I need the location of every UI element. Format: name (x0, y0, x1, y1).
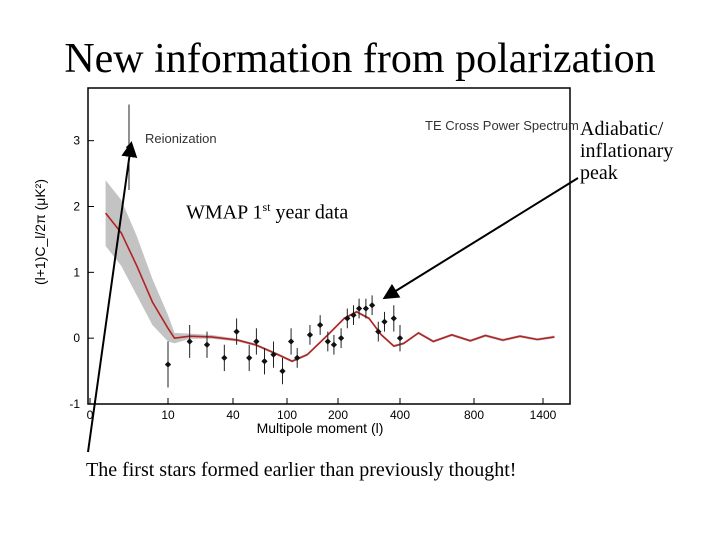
y-tick-label: 0 (73, 331, 80, 345)
data-marker (287, 338, 295, 345)
data-marker (294, 354, 301, 362)
y-tick-label: 1 (73, 265, 80, 279)
y-tick-label: 2 (73, 200, 80, 214)
data-point (324, 331, 331, 352)
data-marker (362, 305, 370, 312)
x-tick-label: 400 (390, 408, 410, 422)
x-tick-label: 800 (464, 408, 484, 422)
data-marker (324, 338, 331, 345)
data-marker (317, 321, 324, 329)
data-point (381, 311, 388, 332)
chart-title: TE Cross Power Spectrum (425, 118, 579, 133)
data-marker (261, 358, 268, 365)
data-point (330, 334, 338, 355)
data-marker (279, 367, 286, 375)
reionization-annotation: Reionization (145, 131, 217, 146)
x-axis-title: Multipole moment (l) (257, 420, 384, 436)
axis-ticks-layer: -1 0 1 2 3 0 10 40 100 200 400 800 1400 (69, 134, 556, 422)
data-point (375, 321, 382, 342)
data-marker (375, 328, 382, 335)
wmap-callout-tail: year data (270, 201, 349, 224)
data-point (368, 295, 376, 316)
reionization-arrow (87, 141, 138, 453)
x-tick-label: 100 (277, 408, 297, 422)
data-marker (350, 312, 357, 319)
data-marker (246, 354, 253, 362)
wmap-data-callout: WMAP 1st year data (186, 196, 348, 224)
data-marker (337, 335, 345, 342)
data-marker (186, 338, 193, 345)
y-tick-label: -1 (69, 397, 80, 411)
data-marker (344, 315, 351, 322)
data-point (233, 318, 240, 345)
x-tick-label: 1400 (530, 408, 557, 422)
data-point (270, 341, 277, 368)
model-curve-layer (104, 212, 555, 363)
data-point (337, 328, 345, 349)
data-marker (396, 335, 404, 342)
data-point (164, 341, 172, 388)
data-marker (253, 338, 260, 345)
data-point (287, 328, 295, 355)
data-point (362, 298, 370, 319)
x-tick-label: 10 (161, 408, 175, 422)
data-marker (355, 305, 363, 312)
data-point (279, 357, 286, 385)
data-point (253, 328, 260, 355)
data-point (317, 315, 324, 335)
data-point (186, 325, 193, 358)
y-axis-title: (l+1)C_l/2π (μK²) (32, 179, 48, 285)
peak-arrow (382, 177, 579, 300)
data-point (350, 305, 357, 325)
first-stars-callout: The first stars formed earlier than prev… (86, 459, 517, 481)
data-point (221, 344, 228, 372)
data-marker (381, 318, 388, 325)
x-tick-label: 0 (87, 408, 94, 422)
data-marker (390, 315, 397, 322)
x-tick-label: 40 (226, 408, 240, 422)
data-point (396, 325, 404, 352)
data-marker (164, 361, 172, 368)
wmap-callout-sup: st (262, 200, 271, 214)
data-point (294, 348, 301, 368)
data-marker (270, 351, 277, 358)
data-marker (203, 341, 211, 348)
model-curve (104, 212, 555, 363)
data-marker (306, 331, 314, 338)
data-points-layer (125, 104, 404, 388)
data-marker (330, 341, 338, 348)
data-point (246, 344, 253, 372)
adiabatic-peak-callout: Adiabatic/ inflationary peak (580, 118, 674, 184)
data-point (344, 308, 351, 329)
data-marker (233, 328, 240, 335)
data-marker (221, 354, 228, 362)
x-tick-label: 200 (328, 408, 348, 422)
y-tick-label: 3 (73, 134, 80, 148)
plot-frame (87, 87, 571, 405)
data-point (261, 348, 268, 375)
plot-border (87, 87, 571, 405)
data-point (390, 305, 397, 332)
data-marker (368, 302, 376, 309)
data-point (355, 298, 363, 319)
slide-title: New information from polarization (64, 36, 656, 82)
wmap-callout-main: WMAP 1 (186, 201, 263, 224)
data-point (306, 325, 314, 345)
